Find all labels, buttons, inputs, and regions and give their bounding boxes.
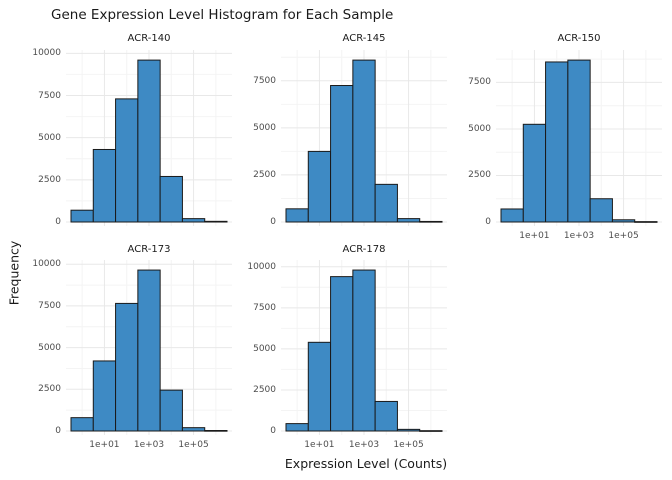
histogram-bar [137, 59, 161, 223]
histogram-bar [589, 198, 613, 223]
histogram-bar [330, 276, 354, 432]
histogram-panel-ACR-150 [496, 50, 662, 226]
y-tick-label: 10000 [32, 48, 61, 59]
y-tick-label: 5000 [468, 123, 491, 134]
x-tick-label: 1e+01 [304, 440, 335, 450]
histogram-bar [567, 59, 591, 223]
y-tick-label: 2500 [38, 384, 61, 395]
histogram-bar [634, 221, 658, 223]
x-tick-label: 1e+01 [89, 440, 120, 450]
chart-title: Gene Expression Level Histogram for Each… [51, 7, 394, 23]
facet-title-ACR-173: ACR-173 [127, 244, 171, 255]
facet-title-ACR-150: ACR-150 [557, 33, 601, 44]
y-tick-label: 2500 [38, 174, 61, 185]
x-tick-label: 1e+05 [608, 231, 639, 241]
y-tick-label: 0 [270, 217, 276, 227]
histogram-bar [396, 428, 421, 432]
y-tick-label: 0 [270, 426, 276, 436]
histogram-bar [115, 98, 139, 223]
histogram-bar [545, 61, 569, 223]
y-tick-label: 5000 [253, 122, 276, 133]
facet-title-ACR-140: ACR-140 [127, 33, 171, 44]
histogram-bar [285, 208, 309, 223]
y-tick-label: 0 [55, 217, 61, 227]
histogram-bar [159, 389, 183, 432]
histogram-panel-ACR-178 [281, 260, 447, 435]
histogram-bar [419, 430, 443, 432]
histogram-panel-ACR-145 [281, 50, 447, 226]
histogram-panel-ACR-140 [66, 50, 232, 226]
y-tick-label: 10000 [32, 259, 61, 270]
y-tick-label: 0 [55, 426, 61, 436]
histogram-bar [522, 123, 547, 223]
x-tick-label: 1e+03 [563, 231, 595, 241]
histogram-bar [330, 85, 354, 223]
histogram-bar [285, 423, 309, 432]
histogram-bar [181, 427, 206, 432]
y-tick-label: 2500 [468, 170, 491, 181]
histogram-bar [374, 400, 398, 432]
histogram-bar [611, 219, 636, 223]
y-tick-label: 0 [485, 217, 491, 227]
histogram-bar [70, 417, 94, 432]
x-tick-label: 1e+05 [178, 440, 209, 450]
histogram-bar [204, 430, 228, 432]
y-tick-label: 7500 [468, 77, 491, 88]
x-tick-label: 1e+03 [133, 440, 165, 450]
y-tick-label: 7500 [253, 75, 276, 86]
facet-title-ACR-178: ACR-178 [342, 244, 386, 255]
facet-title-ACR-145: ACR-145 [342, 33, 386, 44]
histogram-bar [70, 209, 94, 223]
y-tick-label: 2500 [253, 169, 276, 180]
histogram-bar [352, 59, 376, 223]
y-tick-label: 5000 [253, 343, 276, 354]
y-tick-label: 5000 [38, 342, 61, 353]
y-tick-label: 5000 [38, 132, 61, 143]
histogram-bar [204, 220, 228, 223]
y-tick-label: 2500 [253, 384, 276, 395]
x-axis-title: Expression Level (Counts) [284, 456, 448, 471]
y-axis-title: Frequency [6, 240, 22, 306]
x-tick-label: 1e+01 [519, 231, 550, 241]
histogram-bar [419, 220, 443, 223]
histogram-bar [115, 302, 139, 432]
histogram-bar [352, 269, 376, 432]
histogram-bar [500, 208, 524, 223]
y-tick-label: 7500 [253, 302, 276, 313]
histogram-bar [181, 218, 206, 223]
x-tick-label: 1e+05 [393, 440, 424, 450]
y-tick-label: 7500 [38, 90, 61, 101]
y-tick-label: 7500 [38, 300, 61, 311]
x-tick-label: 1e+03 [348, 440, 380, 450]
histogram-bar [307, 150, 332, 223]
histogram-bar [159, 175, 183, 223]
histogram-bar [92, 148, 117, 223]
histogram-bar [92, 360, 117, 432]
y-tick-label: 10000 [247, 261, 276, 272]
histogram-bar [396, 218, 421, 223]
histogram-bar [307, 341, 332, 432]
histogram-panel-ACR-173 [66, 260, 232, 435]
histogram-bar [137, 269, 161, 432]
histogram-bar [374, 183, 398, 223]
